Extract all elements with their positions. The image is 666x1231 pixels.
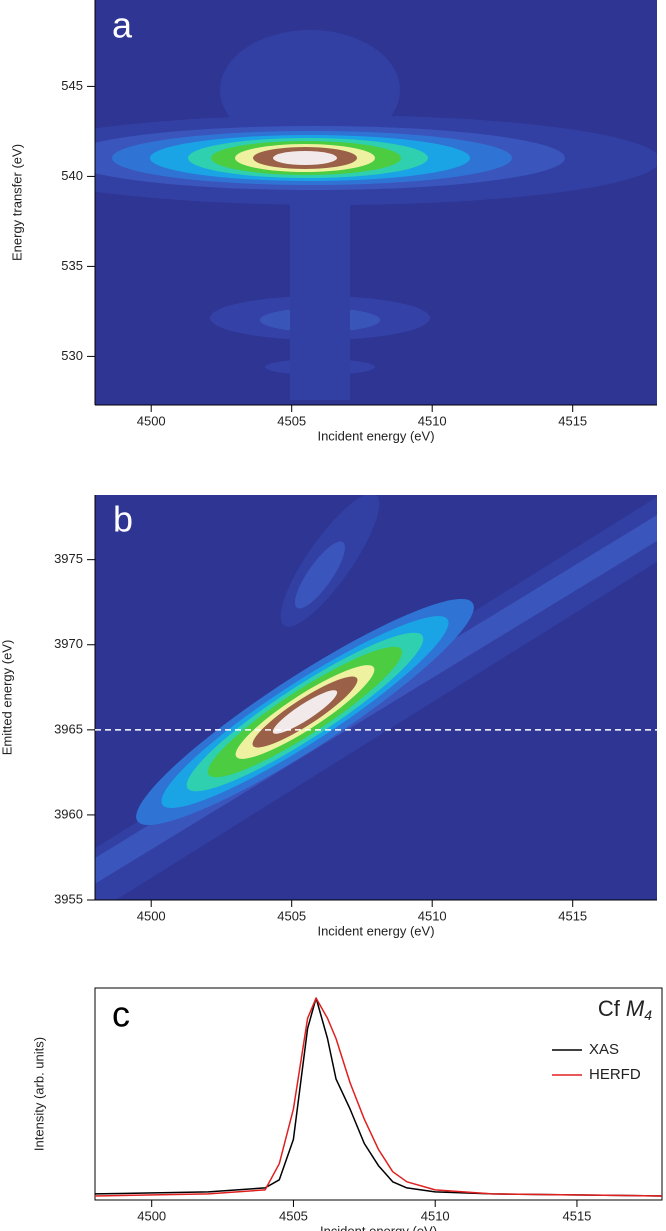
line-series <box>94 997 663 1197</box>
x-tick-label: 4500 <box>137 413 166 428</box>
x-tick-label: 4500 <box>137 908 166 923</box>
y-axis-label: Energy transfer (eV) <box>9 144 24 261</box>
y-tick-label: 3965 <box>54 721 83 736</box>
y-tick-label: 545 <box>61 78 83 93</box>
plot-frame <box>94 987 663 1201</box>
y-tick-label: 535 <box>61 258 83 273</box>
y-tick-label: 3955 <box>54 891 83 906</box>
annotation-element: Cf <box>598 996 621 1021</box>
annotation-sub: 4 <box>644 1007 652 1023</box>
x-tick-label: 4510 <box>421 1208 450 1223</box>
x-axis-label: Incident energy (eV) <box>320 1223 437 1231</box>
x-tick-label: 4505 <box>277 413 306 428</box>
legend-label: XAS <box>589 1041 619 1058</box>
x-tick-label: 4510 <box>418 908 447 923</box>
y-tick-label: 530 <box>61 348 83 363</box>
y-tick-label: 3970 <box>54 636 83 651</box>
contour-a <box>95 0 657 405</box>
y-tick-label: 3975 <box>54 551 83 566</box>
panel-label: b <box>113 499 133 540</box>
x-tick-label: 4515 <box>558 908 587 923</box>
panel-label: a <box>112 5 133 46</box>
x-tick-label: 4500 <box>137 1208 166 1223</box>
line-series <box>94 997 663 1197</box>
panel-label: c <box>112 994 130 1035</box>
x-tick-label: 4515 <box>558 413 587 428</box>
x-tick-label: 4505 <box>279 1208 308 1223</box>
x-tick-label: 4505 <box>277 908 306 923</box>
x-axis-label: Incident energy (eV) <box>317 428 434 443</box>
contour-b <box>95 495 657 900</box>
legend-label: HERFD <box>589 1066 641 1083</box>
annotation-edge: M <box>626 996 645 1021</box>
annotation: Cf M4 <box>598 996 652 1023</box>
x-axis-label: Incident energy (eV) <box>317 923 434 938</box>
x-tick-label: 4515 <box>562 1208 591 1223</box>
y-axis-label: Intensity (arb. units) <box>31 1037 46 1151</box>
y-tick-label: 540 <box>61 168 83 183</box>
x-tick-label: 4510 <box>418 413 447 428</box>
y-tick-label: 3960 <box>54 806 83 821</box>
y-axis-label: Emitted energy (eV) <box>0 640 14 756</box>
